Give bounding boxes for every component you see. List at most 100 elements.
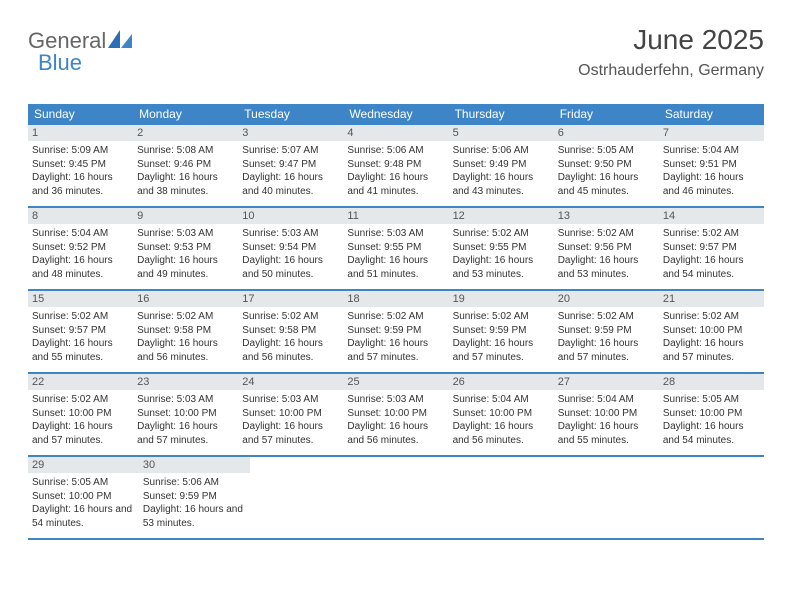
day-cell: 12Sunrise: 5:02 AMSunset: 9:55 PMDayligh… <box>449 208 554 289</box>
day-number: 28 <box>659 374 764 390</box>
day-details: Sunrise: 5:07 AMSunset: 9:47 PMDaylight:… <box>242 144 339 198</box>
day-number: 26 <box>449 374 554 390</box>
day-number: 16 <box>133 291 238 307</box>
day-details: Sunrise: 5:02 AMSunset: 9:56 PMDaylight:… <box>558 227 655 281</box>
day-number: 13 <box>554 208 659 224</box>
day-cell: 19 Sunrise: 5:02 AMSunset: 9:59 PMDayligh… <box>449 291 554 372</box>
day-details: Sunrise: 5:06 AMSunset: 9:49 PMDaylight:… <box>453 144 550 198</box>
day-details: Sunrise: 5:03 AMSunset: 10:00 PMDaylight… <box>242 393 339 447</box>
day-cell: 6 Sunrise: 5:05 AMSunset: 9:50 PMDaylight… <box>554 125 659 206</box>
day-cell: 13 Sunrise: 5:02 AMSunset: 9:56 PMDayligh… <box>554 208 659 289</box>
weekday-header: Tuesday <box>238 104 343 125</box>
day-number: 25 <box>343 374 448 390</box>
day-details: Sunrise: 5:02 AMSunset: 9:58 PMDaylight:… <box>137 310 234 364</box>
header-right: June 2025 Ostrhauderfehn, Germany <box>578 24 764 80</box>
day-cell: 27 Sunrise: 5:04 AMSunset: 10:00 PMDaylig… <box>554 374 659 455</box>
day-number: 9 <box>133 208 238 224</box>
day-cell: 1Sunrise: 5:09 AMSunset: 9:45 PMDaylight… <box>28 125 133 206</box>
day-details: Sunrise: 5:04 AMSunset: 9:52 PMDaylight:… <box>32 227 129 281</box>
day-details: Sunrise: 5:02 AMSunset: 9:59 PMDaylight:… <box>558 310 655 364</box>
day-number: 10 <box>238 208 343 224</box>
day-details: Sunrise: 5:04 AMSunset: 10:00 PMDaylight… <box>453 393 550 447</box>
day-number: 23 <box>133 374 238 390</box>
day-details: Sunrise: 5:04 AMSunset: 10:00 PMDaylight… <box>558 393 655 447</box>
brand-sail-icon <box>108 30 132 48</box>
day-cell: 21Sunrise: 5:02 AMSunset: 10:00 PMDaylig… <box>659 291 764 372</box>
day-details: Sunrise: 5:06 AMSunset: 9:59 PMDaylight:… <box>143 476 246 530</box>
day-cell: 28Sunrise: 5:05 AMSunset: 10:00 PMDaylig… <box>659 374 764 455</box>
day-number: 14 <box>659 208 764 224</box>
day-number: 8 <box>28 208 133 224</box>
calendar-grid: SundayMondayTuesdayWednesdayThursdayFrid… <box>28 104 764 540</box>
day-details: Sunrise: 5:03 AMSunset: 10:00 PMDaylight… <box>347 393 444 447</box>
day-number: 20 <box>554 291 659 307</box>
day-number: 30 <box>139 457 250 473</box>
day-details: Sunrise: 5:02 AMSunset: 10:00 PMDaylight… <box>663 310 760 364</box>
empty-day-cell <box>455 457 558 538</box>
day-details: Sunrise: 5:02 AMSunset: 9:59 PMDaylight:… <box>347 310 444 364</box>
day-cell: 5 Sunrise: 5:06 AMSunset: 9:49 PMDaylight… <box>449 125 554 206</box>
day-number: 15 <box>28 291 133 307</box>
day-cell: 3 Sunrise: 5:07 AMSunset: 9:47 PMDaylight… <box>238 125 343 206</box>
weekday-header: Thursday <box>449 104 554 125</box>
day-number: 29 <box>28 457 139 473</box>
day-details: Sunrise: 5:03 AMSunset: 9:54 PMDaylight:… <box>242 227 339 281</box>
day-cell: 9 Sunrise: 5:03 AMSunset: 9:53 PMDaylight… <box>133 208 238 289</box>
day-cell: 25 Sunrise: 5:03 AMSunset: 10:00 PMDaylig… <box>343 374 448 455</box>
day-number: 27 <box>554 374 659 390</box>
day-cell: 4 Sunrise: 5:06 AMSunset: 9:48 PMDaylight… <box>343 125 448 206</box>
weekday-header: Friday <box>554 104 659 125</box>
day-cell: 11Sunrise: 5:03 AMSunset: 9:55 PMDayligh… <box>343 208 448 289</box>
day-cell: 23 Sunrise: 5:03 AMSunset: 10:00 PMDaylig… <box>133 374 238 455</box>
day-details: Sunrise: 5:02 AMSunset: 9:58 PMDaylight:… <box>242 310 339 364</box>
empty-day-cell <box>558 457 661 538</box>
week-row: 22 Sunrise: 5:02 AMSunset: 10:00 PMDaylig… <box>28 372 764 455</box>
day-details: Sunrise: 5:02 AMSunset: 9:57 PMDaylight:… <box>32 310 129 364</box>
day-details: Sunrise: 5:02 AMSunset: 9:59 PMDaylight:… <box>453 310 550 364</box>
brand-text-2: Blue <box>38 50 82 76</box>
empty-day-cell <box>250 457 353 538</box>
weekday-header: Sunday <box>28 104 133 125</box>
weekday-header: Monday <box>133 104 238 125</box>
day-cell: 15 Sunrise: 5:02 AMSunset: 9:57 PMDayligh… <box>28 291 133 372</box>
day-details: Sunrise: 5:02 AMSunset: 9:57 PMDaylight:… <box>663 227 760 281</box>
day-cell: 16 Sunrise: 5:02 AMSunset: 9:58 PMDayligh… <box>133 291 238 372</box>
day-cell: 20 Sunrise: 5:02 AMSunset: 9:59 PMDayligh… <box>554 291 659 372</box>
day-cell: 10 Sunrise: 5:03 AMSunset: 9:54 PMDayligh… <box>238 208 343 289</box>
week-row: 29 Sunrise: 5:05 AMSunset: 10:00 PMDaylig… <box>28 455 764 538</box>
weekday-header: Saturday <box>659 104 764 125</box>
day-number: 5 <box>449 125 554 141</box>
day-details: Sunrise: 5:05 AMSunset: 10:00 PMDaylight… <box>32 476 135 530</box>
day-details: Sunrise: 5:02 AMSunset: 10:00 PMDaylight… <box>32 393 129 447</box>
day-number: 2 <box>133 125 238 141</box>
day-cell: 2Sunrise: 5:08 AMSunset: 9:46 PMDaylight… <box>133 125 238 206</box>
empty-day-cell <box>661 457 764 538</box>
day-details: Sunrise: 5:03 AMSunset: 9:53 PMDaylight:… <box>137 227 234 281</box>
day-number: 18 <box>343 291 448 307</box>
empty-day-cell <box>353 457 456 538</box>
day-cell: 17 Sunrise: 5:02 AMSunset: 9:58 PMDayligh… <box>238 291 343 372</box>
day-details: Sunrise: 5:03 AMSunset: 9:55 PMDaylight:… <box>347 227 444 281</box>
week-row: 15 Sunrise: 5:02 AMSunset: 9:57 PMDayligh… <box>28 289 764 372</box>
day-number: 19 <box>449 291 554 307</box>
week-row: 8 Sunrise: 5:04 AMSunset: 9:52 PMDaylight… <box>28 206 764 289</box>
day-details: Sunrise: 5:03 AMSunset: 10:00 PMDaylight… <box>137 393 234 447</box>
day-cell: 14 Sunrise: 5:02 AMSunset: 9:57 PMDayligh… <box>659 208 764 289</box>
location-text: Ostrhauderfehn, Germany <box>578 62 764 80</box>
week-row: 1Sunrise: 5:09 AMSunset: 9:45 PMDaylight… <box>28 125 764 206</box>
day-cell: 24Sunrise: 5:03 AMSunset: 10:00 PMDaylig… <box>238 374 343 455</box>
day-number: 4 <box>343 125 448 141</box>
day-cell: 8 Sunrise: 5:04 AMSunset: 9:52 PMDaylight… <box>28 208 133 289</box>
day-cell: 22 Sunrise: 5:02 AMSunset: 10:00 PMDaylig… <box>28 374 133 455</box>
day-number: 3 <box>238 125 343 141</box>
day-details: Sunrise: 5:05 AMSunset: 9:50 PMDaylight:… <box>558 144 655 198</box>
month-title: June 2025 <box>578 24 764 56</box>
day-number: 12 <box>449 208 554 224</box>
day-details: Sunrise: 5:09 AMSunset: 9:45 PMDaylight:… <box>32 144 129 198</box>
day-details: Sunrise: 5:06 AMSunset: 9:48 PMDaylight:… <box>347 144 444 198</box>
day-number: 6 <box>554 125 659 141</box>
day-number: 17 <box>238 291 343 307</box>
day-number: 22 <box>28 374 133 390</box>
day-cell: 26 Sunrise: 5:04 AMSunset: 10:00 PMDaylig… <box>449 374 554 455</box>
day-details: Sunrise: 5:04 AMSunset: 9:51 PMDaylight:… <box>663 144 760 198</box>
